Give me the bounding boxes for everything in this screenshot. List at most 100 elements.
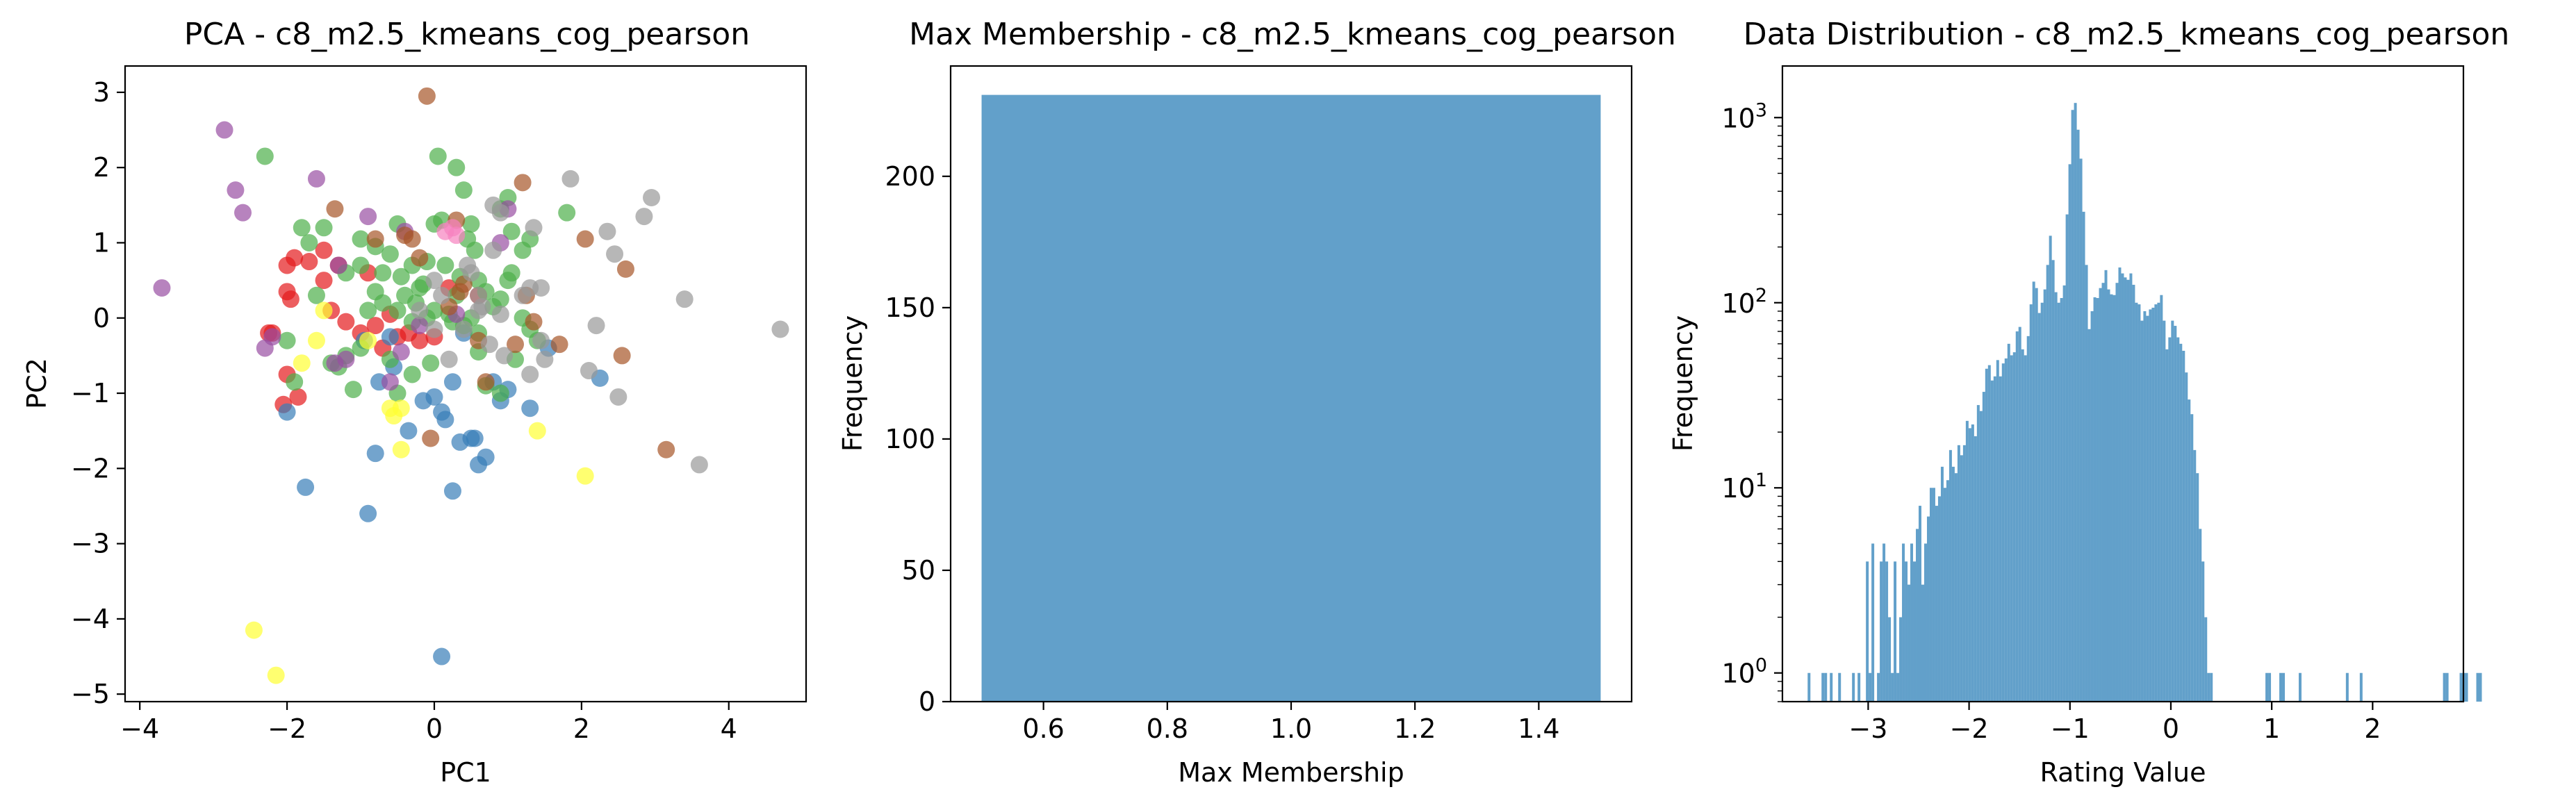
histogram-bar [1949, 449, 1952, 702]
y-tick-label: 100 [1721, 655, 1767, 689]
scatter-point [352, 230, 370, 248]
scatter-point [315, 219, 333, 237]
scatter-point [411, 317, 429, 335]
scatter-point [215, 121, 233, 139]
max-membership-panel: Max Membership - c8_m2.5_kmeans_cog_pear… [837, 17, 1676, 788]
scatter-point [598, 222, 616, 240]
scatter-point [326, 200, 344, 218]
scatter-point [227, 181, 245, 199]
x-tick-label: 1.2 [1394, 713, 1436, 744]
histogram-bar [1982, 392, 1985, 702]
scatter-point [690, 456, 708, 474]
scatter-point [267, 666, 285, 684]
histogram-bar [2065, 214, 2069, 702]
histogram-bar [2104, 270, 2108, 702]
histogram-bar [2001, 363, 2005, 702]
histogram-bar [1882, 543, 1886, 702]
scatter-point [153, 279, 171, 297]
scatter-point [576, 467, 594, 485]
scatter-point [326, 354, 344, 372]
histogram-bar [2085, 265, 2088, 702]
scatter-point [613, 347, 631, 365]
histogram-bar [2171, 320, 2174, 702]
x-tick-label: 2 [2364, 713, 2381, 744]
histogram-bar [1838, 672, 1841, 702]
scatter-point [418, 87, 436, 105]
scatter-point [528, 422, 546, 440]
histogram-bar [2151, 307, 2155, 702]
histogram-bar [981, 94, 1601, 702]
histogram-bar [1869, 672, 1872, 702]
x-tick-label: 0 [2163, 713, 2179, 744]
x-tick-label: 1.4 [1518, 713, 1559, 744]
scatter-point [480, 336, 498, 354]
histogram-bar [2154, 304, 2158, 702]
histogram-bar [2046, 265, 2049, 702]
histogram-bar [1913, 561, 1917, 702]
scatter-point [263, 328, 281, 346]
scatter-point [425, 301, 443, 320]
histogram-bar [1968, 428, 1971, 702]
histogram-bar [2282, 672, 2286, 702]
y-tick-label: 102 [1721, 285, 1767, 319]
y-tick-label: 0 [919, 686, 935, 717]
histogram-bar [2054, 292, 2058, 702]
scatter-point [532, 279, 550, 297]
histogram-bar [2160, 295, 2163, 702]
scatter-point [278, 331, 296, 349]
max-membership-x-ticks: 0.6 0.8 1.0 1.2 1.4 [1022, 702, 1560, 744]
scatter-point [344, 381, 362, 399]
histogram-bar [2188, 399, 2191, 702]
histogram-bar [2179, 343, 2183, 702]
scatter-point [315, 301, 333, 320]
pca-axes-frame [124, 65, 807, 703]
x-tick-label: 1 [2263, 713, 2280, 744]
scatter-point [256, 147, 274, 165]
histogram-bar [2093, 297, 2097, 702]
y-tick-label: 3 [93, 77, 110, 108]
scatter-point [307, 331, 325, 349]
scatter-point [536, 350, 554, 368]
x-tick-label: 2 [573, 713, 590, 744]
scatter-point [433, 286, 451, 304]
scatter-point [558, 204, 576, 222]
scatter-point [392, 399, 410, 418]
histogram-bar [2062, 285, 2066, 702]
histogram-bar [1877, 672, 1880, 702]
histogram-bar [1921, 584, 1924, 702]
data-distribution-panel: Data Distribution - c8_m2.5_kmeans_cog_p… [1668, 17, 2509, 788]
scatter-point [561, 170, 580, 188]
histogram-bar [2090, 311, 2094, 702]
data-distribution-title: Data Distribution - c8_m2.5_kmeans_cog_p… [1744, 17, 2510, 52]
histogram-bar [2029, 304, 2033, 702]
scatter-point [337, 313, 355, 331]
histogram-bar [1957, 445, 1960, 702]
histogram-bar [1830, 672, 1833, 702]
histogram-bar [2079, 158, 2083, 702]
histogram-bar [2174, 326, 2177, 702]
scatter-point [454, 181, 473, 199]
histogram-bar [2032, 281, 2035, 702]
y-tick-label: 1 [93, 227, 110, 258]
histogram-bar [2015, 331, 2019, 702]
scatter-point [411, 249, 429, 267]
scatter-point [507, 336, 525, 354]
histogram-bar [1979, 411, 1983, 702]
histogram-bar [1965, 420, 1969, 702]
histogram-bar [2268, 672, 2272, 702]
scatter-point [425, 388, 443, 406]
histogram-bar [1946, 480, 1949, 702]
y-tick-label: 0 [93, 303, 110, 333]
scatter-point [403, 365, 421, 383]
scatter-point [454, 320, 473, 338]
y-tick-label: 101 [1721, 470, 1767, 504]
scatter-point [657, 440, 675, 458]
histogram-bar [2176, 337, 2180, 702]
histogram-bar [1937, 496, 1941, 702]
data-distribution-x-axis-label: Rating Value [2040, 757, 2206, 788]
scatter-point [440, 350, 458, 368]
scatter-point [359, 208, 377, 226]
histogram-bar [2018, 327, 2021, 702]
scatter-point [470, 301, 488, 320]
histogram-bar [1891, 672, 1894, 702]
